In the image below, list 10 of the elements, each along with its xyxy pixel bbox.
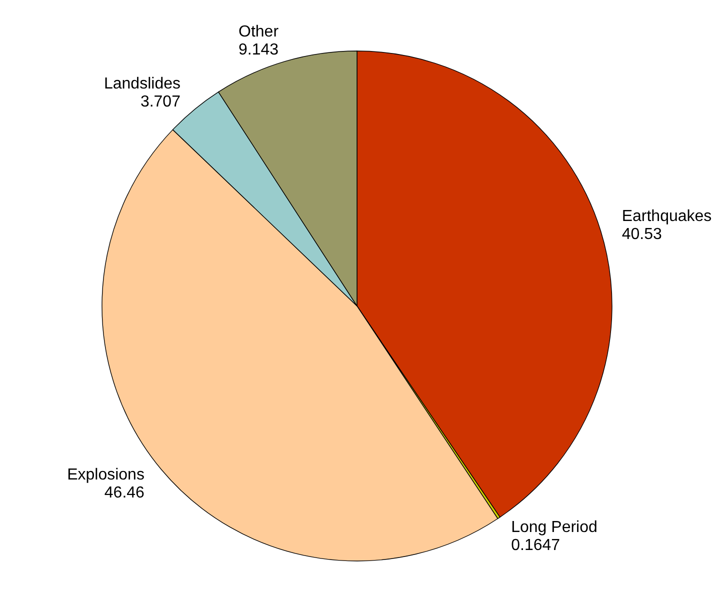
slice-label: Long Period — [511, 519, 598, 536]
slice-label: Other — [238, 23, 280, 40]
data-label: 9.143 — [238, 41, 279, 58]
data-label: 0.1647 — [511, 537, 560, 554]
data-label: 46.46 — [104, 484, 145, 502]
data-label: 3.707 — [140, 94, 181, 111]
slice-label: Landslides — [104, 76, 180, 93]
slice-label: Explosions — [67, 466, 144, 484]
data-label: 40.53 — [622, 226, 662, 243]
slice-label: Earthquakes — [622, 208, 712, 225]
